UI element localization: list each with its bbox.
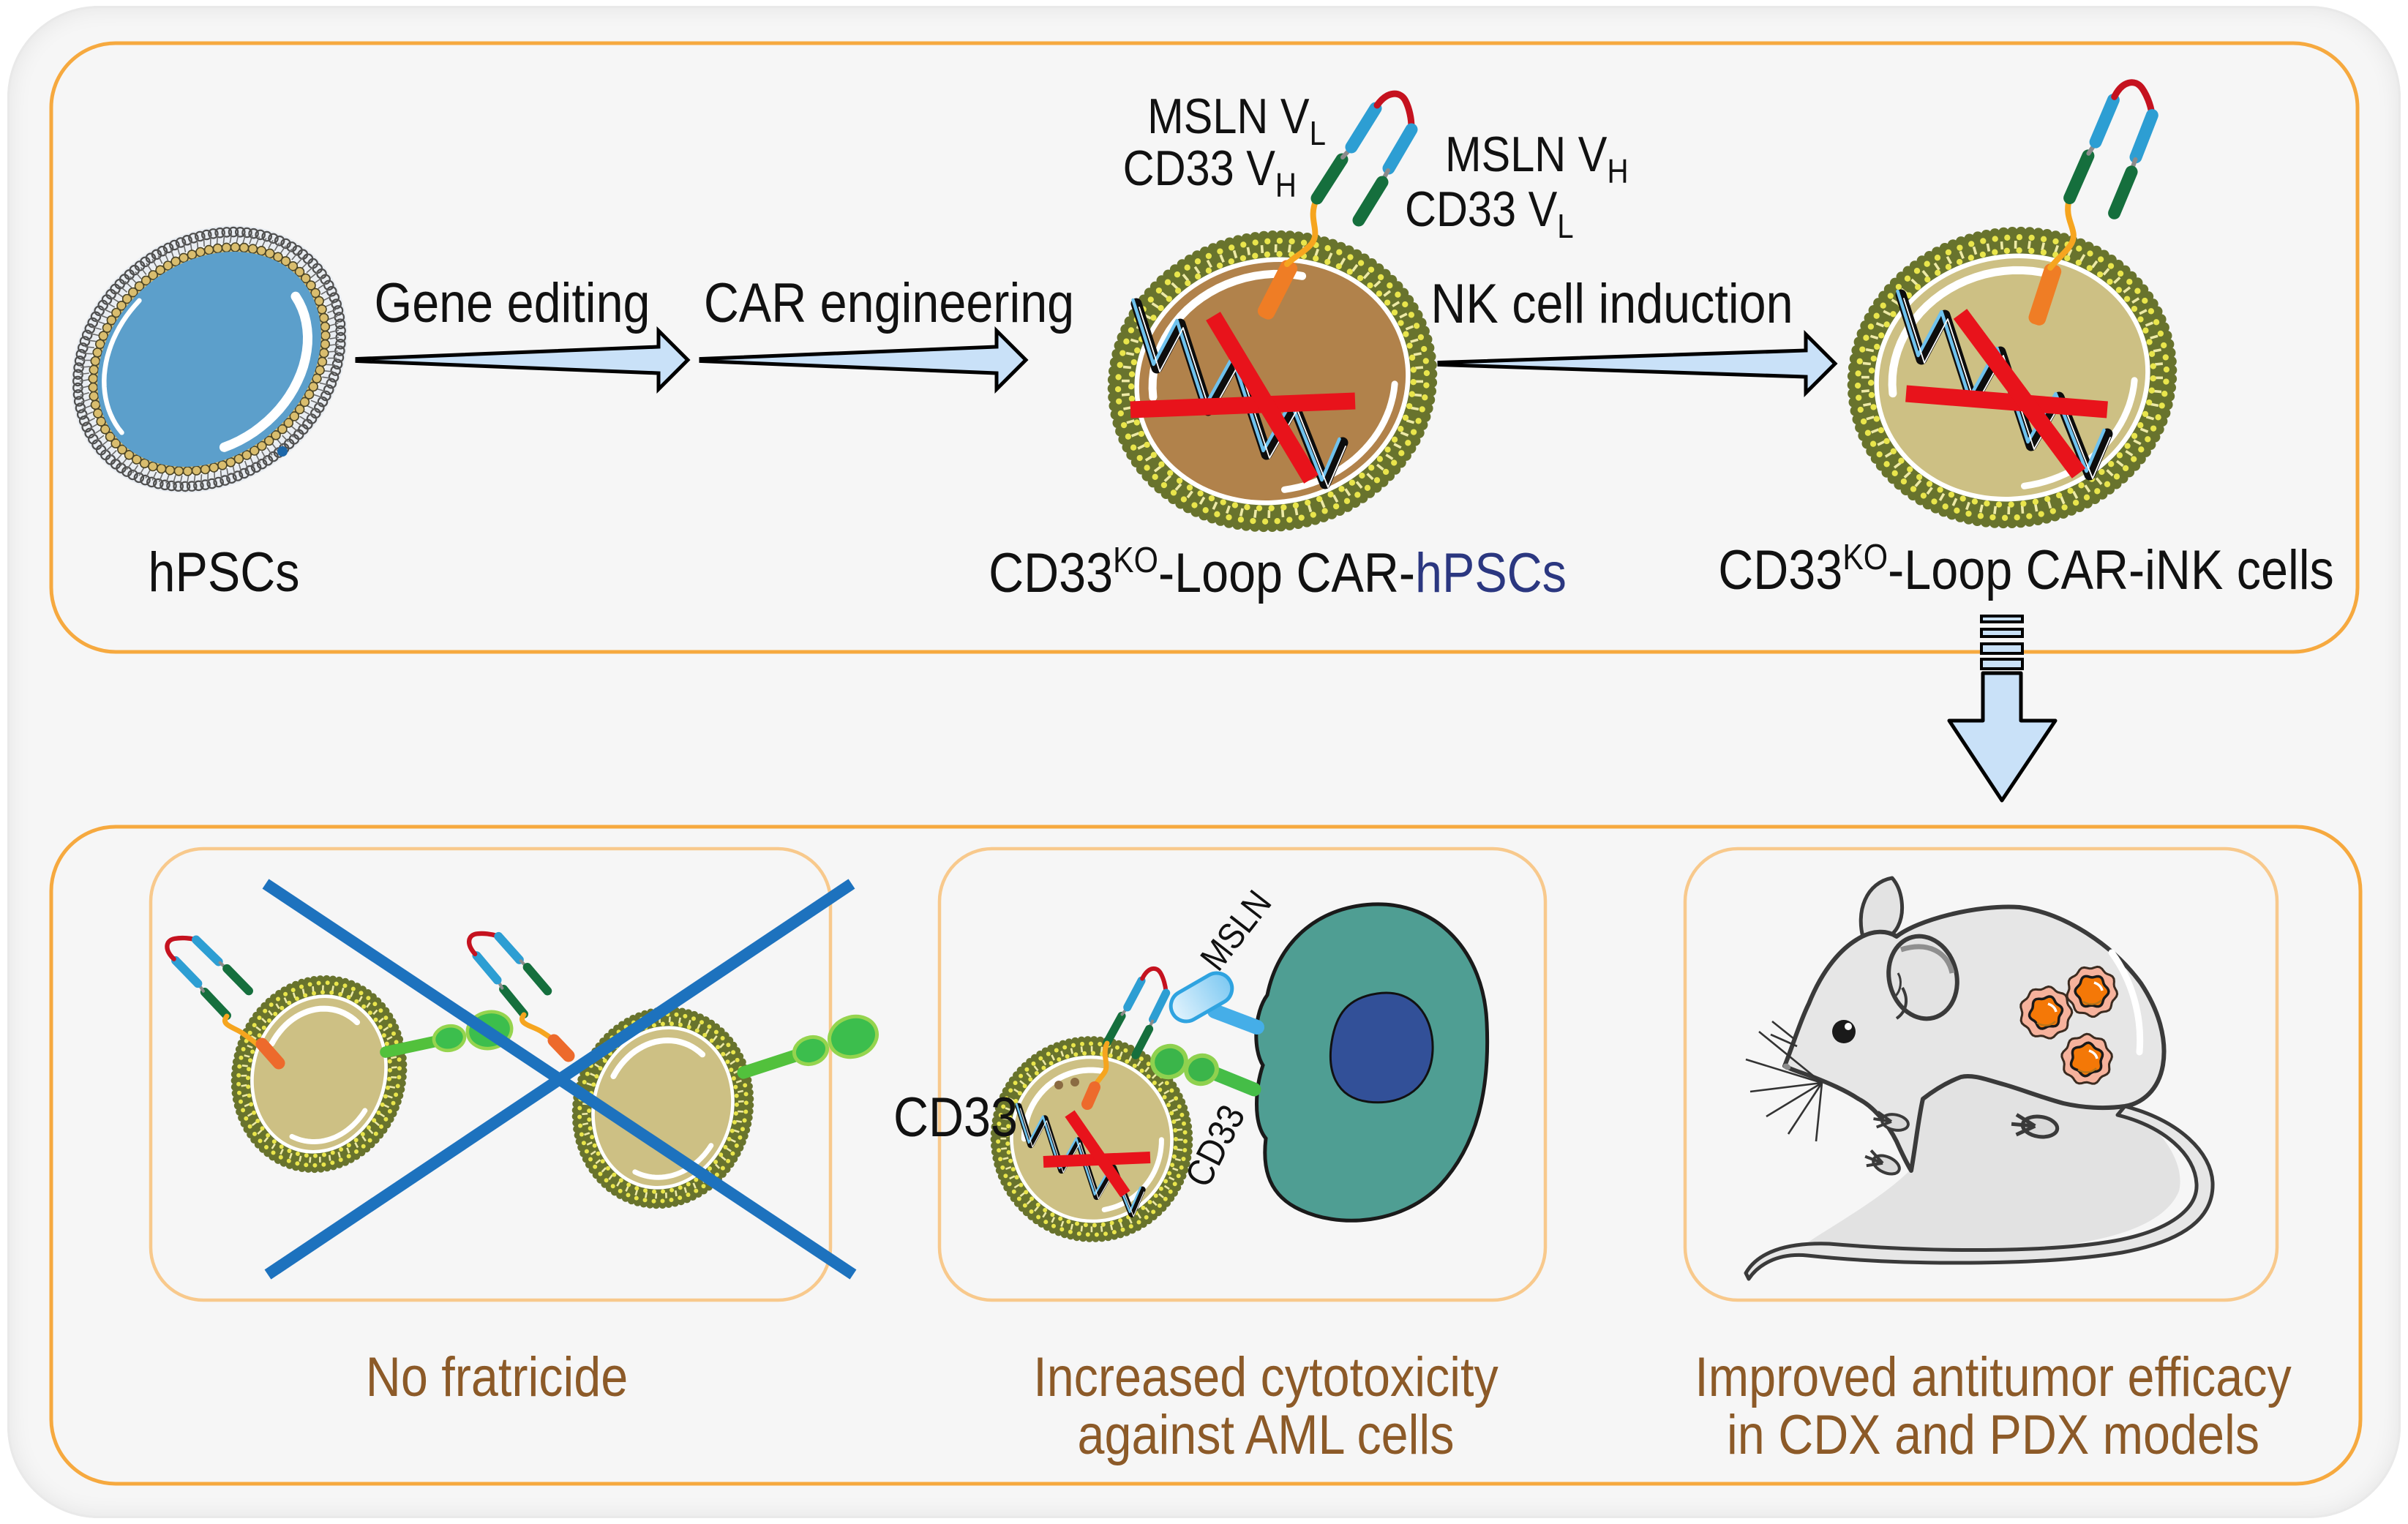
svg-text:Improved antitumor efficacy: Improved antitumor efficacy	[1695, 1346, 2292, 1408]
svg-text:NK cell induction: NK cell induction	[1430, 273, 1793, 335]
svg-text:against AML cells: against AML cells	[1078, 1404, 1455, 1466]
svg-text:MSLN VH: MSLN VH	[1445, 126, 1629, 190]
svg-text:CD33: CD33	[893, 1086, 1018, 1149]
svg-text:MSLN VL: MSLN VL	[1147, 88, 1326, 152]
svg-text:CAR engineering: CAR engineering	[704, 272, 1074, 334]
svg-text:hPSCs: hPSCs	[149, 541, 300, 604]
svg-text:MSLN: MSLN	[1192, 882, 1279, 977]
svg-text:CD33KO-Loop CAR-iNK cells: CD33KO-Loop CAR-iNK cells	[1718, 536, 2334, 601]
svg-text:CD33KO-Loop CAR-hPSCs: CD33KO-Loop CAR-hPSCs	[989, 539, 1567, 604]
svg-text:CD33 VL: CD33 VL	[1405, 181, 1574, 245]
svg-text:Gene editing: Gene editing	[374, 272, 650, 334]
svg-text:Increased cytotoxicity: Increased cytotoxicity	[1033, 1346, 1499, 1408]
svg-text:No fratricide: No fratricide	[366, 1346, 628, 1408]
svg-text:CD33 VH: CD33 VH	[1123, 140, 1297, 204]
svg-text:in CDX and PDX models: in CDX and PDX models	[1727, 1404, 2259, 1466]
